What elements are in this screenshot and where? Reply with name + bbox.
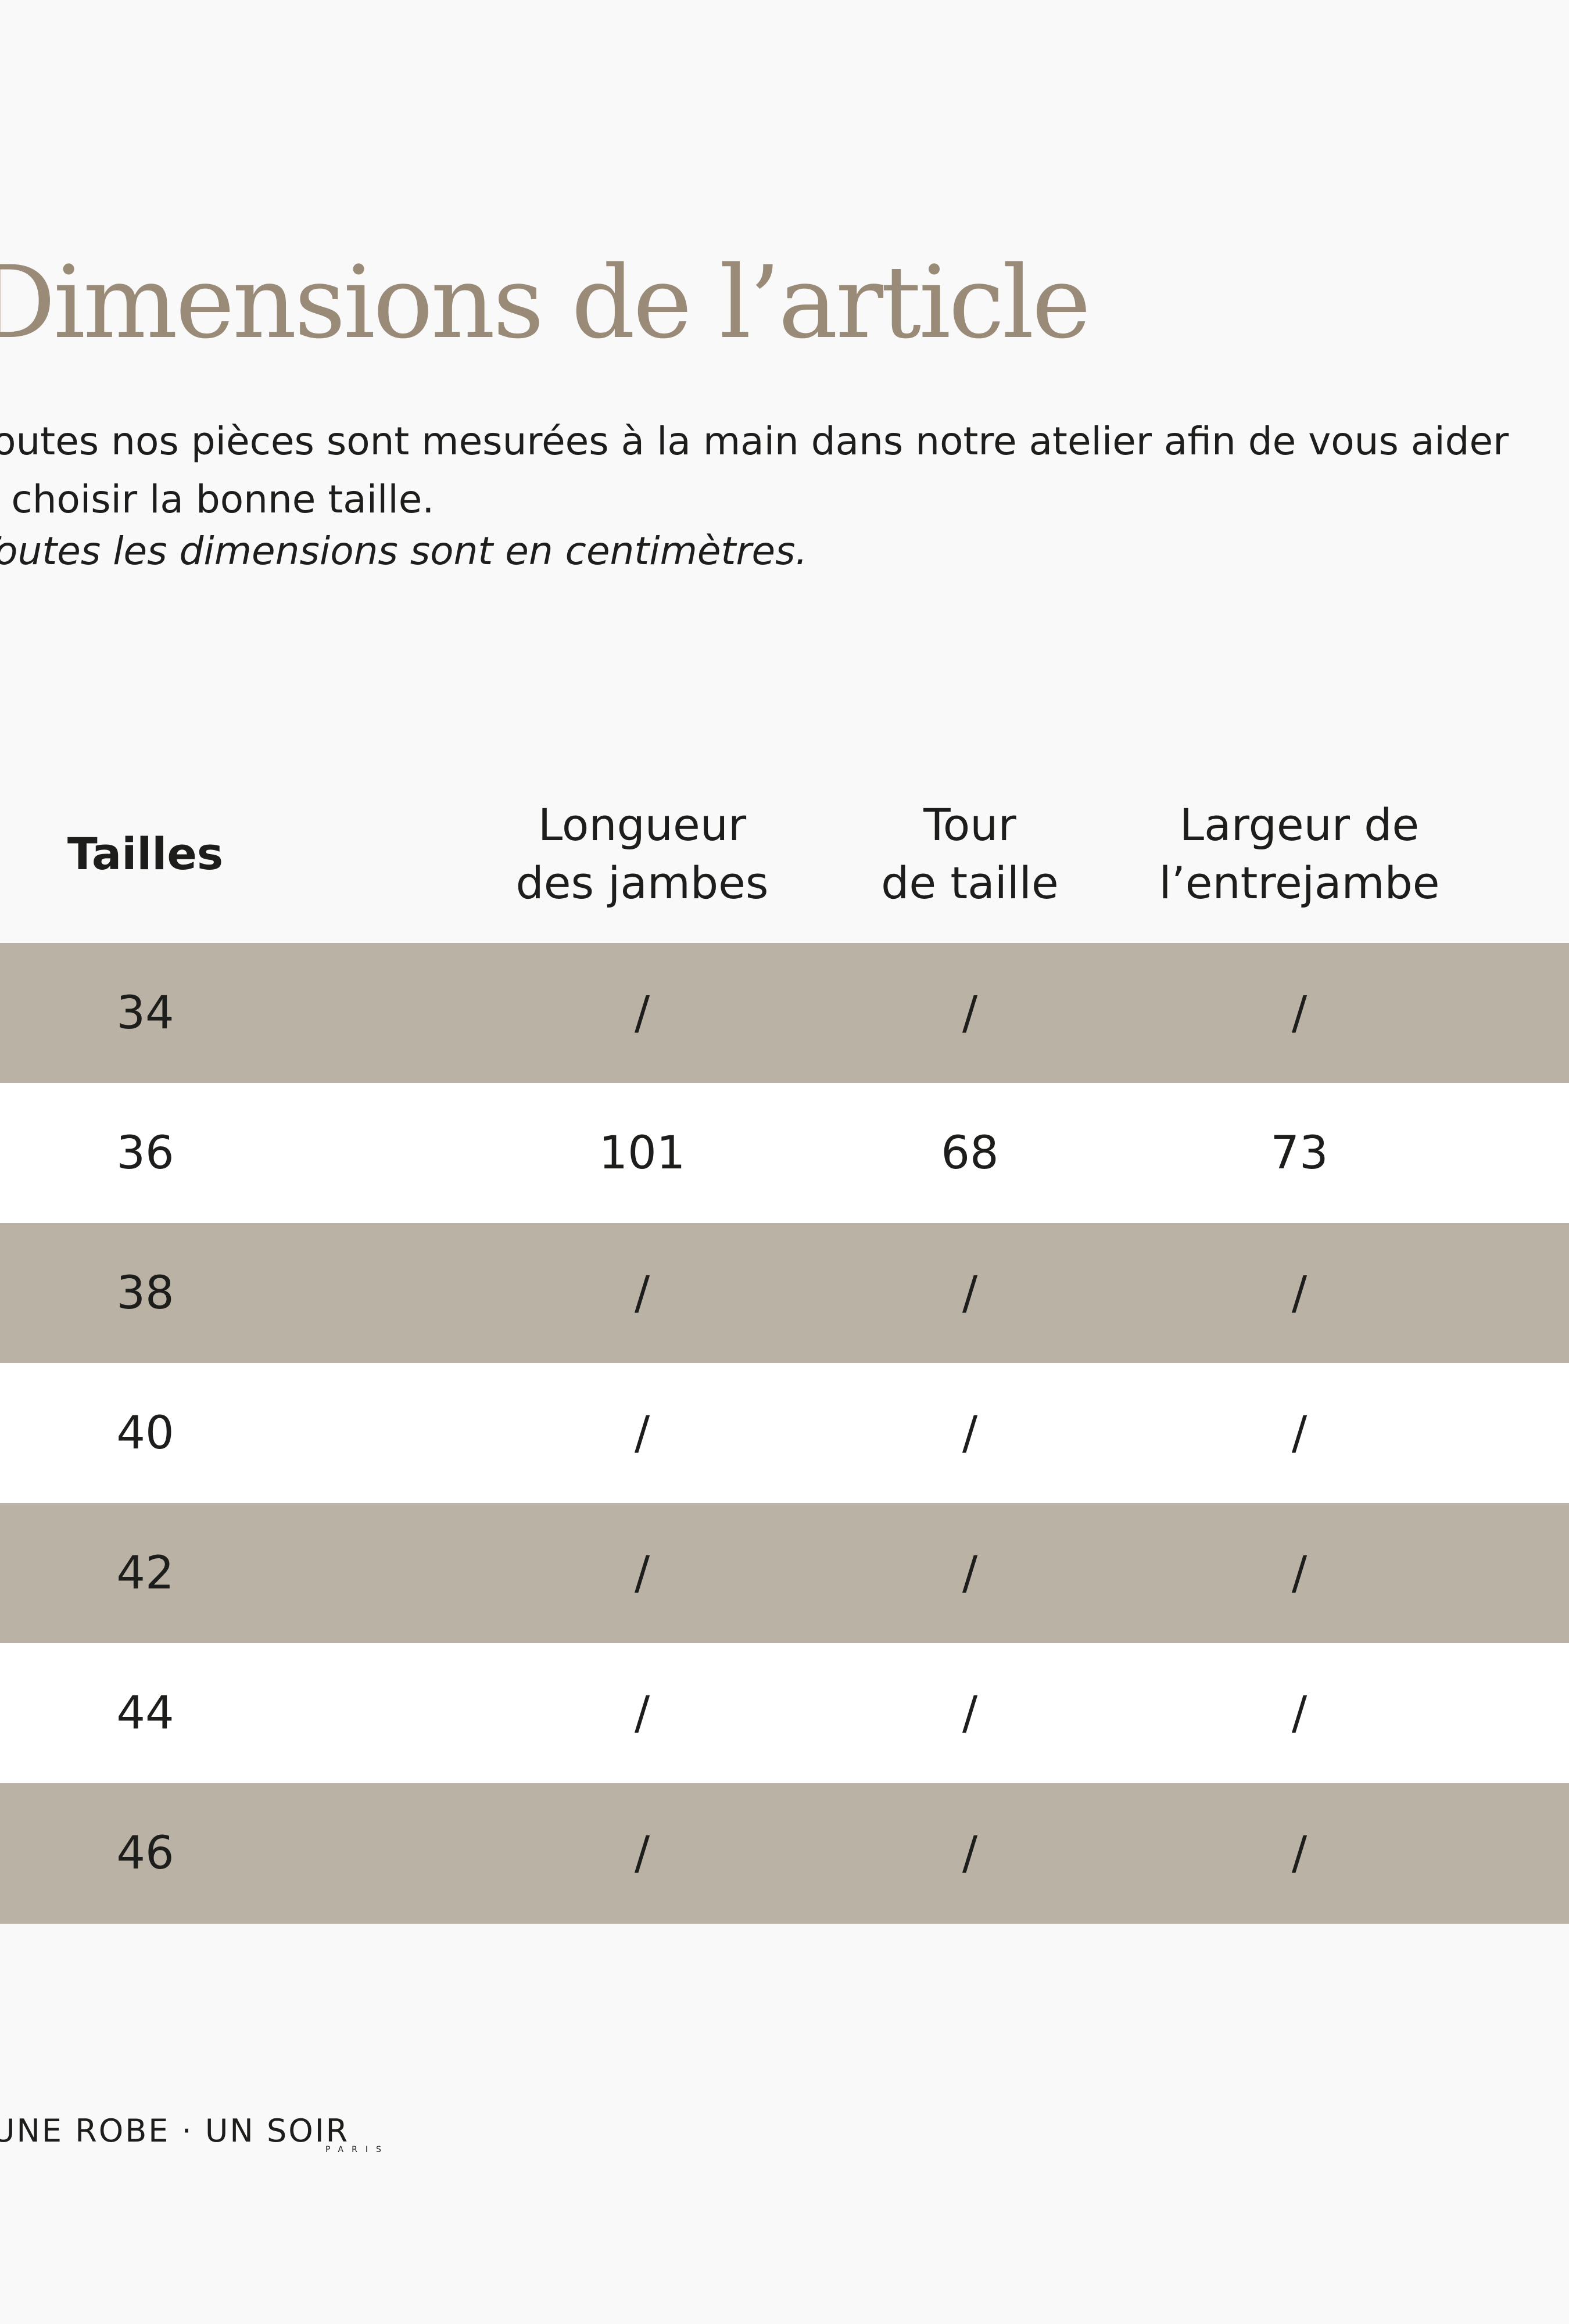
value-cell: / [1291,1407,1308,1459]
note: Toutes les dimensions sont en centimètre… [0,529,808,573]
value-cell: / [962,987,978,1039]
value-cell: / [634,1407,650,1459]
table-row: 36 101 68 73 [0,1083,1569,1224]
value-cell: / [962,1267,978,1319]
size-cell: 34 [116,987,174,1039]
size-cell: 40 [116,1407,174,1459]
value-cell: / [1291,1687,1308,1740]
table-row: 42 / / / [0,1503,1569,1644]
value-cell: / [962,1687,978,1740]
value-cell: / [634,1547,650,1599]
logo: UNE ROBE · UN SOIR [0,2113,350,2149]
table-row: 46 / / / [0,1783,1569,1924]
table-row: 44 / / / [0,1643,1569,1784]
column-header: Longueur des jambes [515,799,769,909]
column-header: Largeur de l’entrejambe [1159,799,1440,909]
value-cell: / [634,1267,650,1319]
value-cell: / [1291,1267,1308,1319]
size-cell: 38 [116,1267,174,1319]
size-cell: 44 [116,1687,174,1740]
table-row: 34 / / / [0,943,1569,1084]
intro-line: à choisir la bonne taille. [0,477,435,522]
value-cell: / [634,987,650,1039]
column-header: Tailles [67,828,224,880]
size-table: Tailles Longueur des jambes Tour de taille… [0,773,1569,1946]
value-cell: 68 [941,1127,999,1179]
size-cell: 46 [116,1827,174,1880]
value-cell: / [1291,1827,1308,1880]
size-cell: 36 [116,1127,174,1179]
value-cell: / [962,1827,978,1880]
value-cell: / [634,1827,650,1880]
value-cell: 73 [1270,1127,1328,1179]
value-cell: 101 [599,1127,686,1179]
logo-sub: PARIS [325,2145,389,2154]
table-row: 38 / / / [0,1223,1569,1364]
table-row: 40 / / / [0,1363,1569,1504]
value-cell: / [634,1687,650,1740]
column-header: Tour de taille [881,799,1059,909]
value-cell: / [962,1547,978,1599]
intro-line: Toutes nos pièces sont mesurées à la mai… [0,419,1509,464]
value-cell: / [1291,1547,1308,1599]
value-cell: / [962,1407,978,1459]
title: Dimensions de l’article [0,244,1091,361]
size-cell: 42 [116,1547,174,1599]
value-cell: / [1291,987,1308,1039]
